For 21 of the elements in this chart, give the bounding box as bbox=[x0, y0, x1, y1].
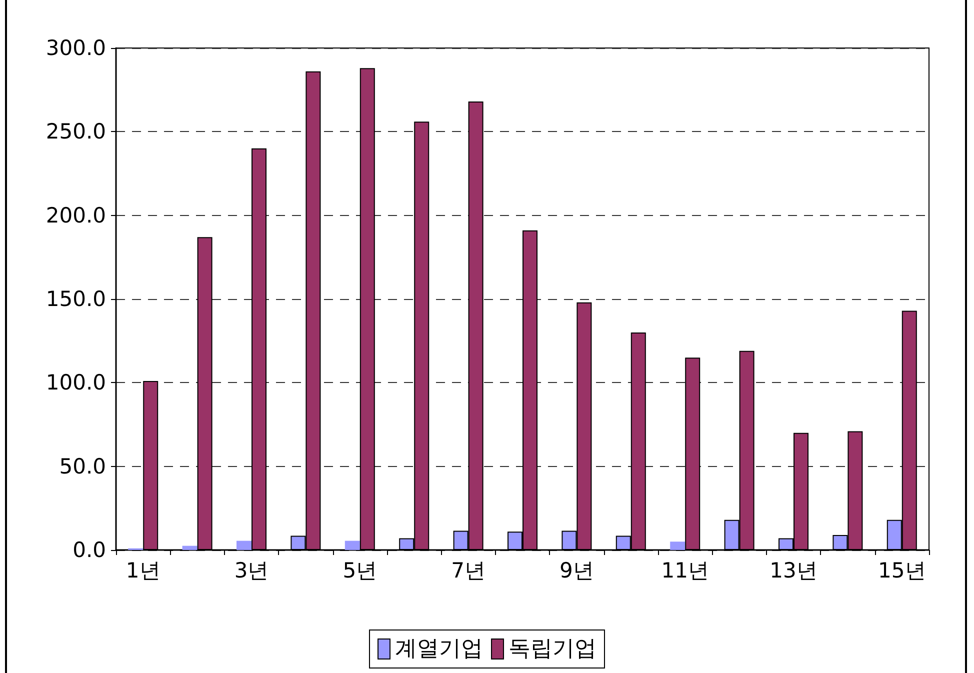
y-tick-label: 250.0 bbox=[46, 120, 106, 144]
y-tick-label: 300.0 bbox=[46, 36, 106, 60]
y-tick-label: 0.0 bbox=[72, 538, 106, 562]
x-tick-label: 15년 bbox=[878, 558, 926, 582]
x-tick-label: 7년 bbox=[451, 558, 486, 582]
y-tick-label: 50.0 bbox=[59, 454, 106, 478]
bar bbox=[344, 540, 360, 550]
y-tick-label: 150.0 bbox=[46, 287, 106, 311]
x-tick-label: 1년 bbox=[126, 558, 160, 582]
bar bbox=[236, 540, 252, 550]
x-tick-label: 13년 bbox=[770, 558, 818, 582]
y-tick-label: 200.0 bbox=[46, 203, 106, 228]
legend-label: 계열기업 bbox=[395, 636, 483, 662]
x-tick-label: 11년 bbox=[661, 558, 709, 582]
x-tick-label: 3년 bbox=[234, 558, 269, 582]
y-tick-label: 100.0 bbox=[46, 370, 106, 395]
bar bbox=[182, 546, 198, 550]
x-tick-label: 9년 bbox=[560, 558, 594, 582]
legend-label: 독립기업 bbox=[508, 636, 596, 662]
x-tick-label: 5년 bbox=[342, 558, 378, 582]
bar bbox=[670, 542, 686, 550]
